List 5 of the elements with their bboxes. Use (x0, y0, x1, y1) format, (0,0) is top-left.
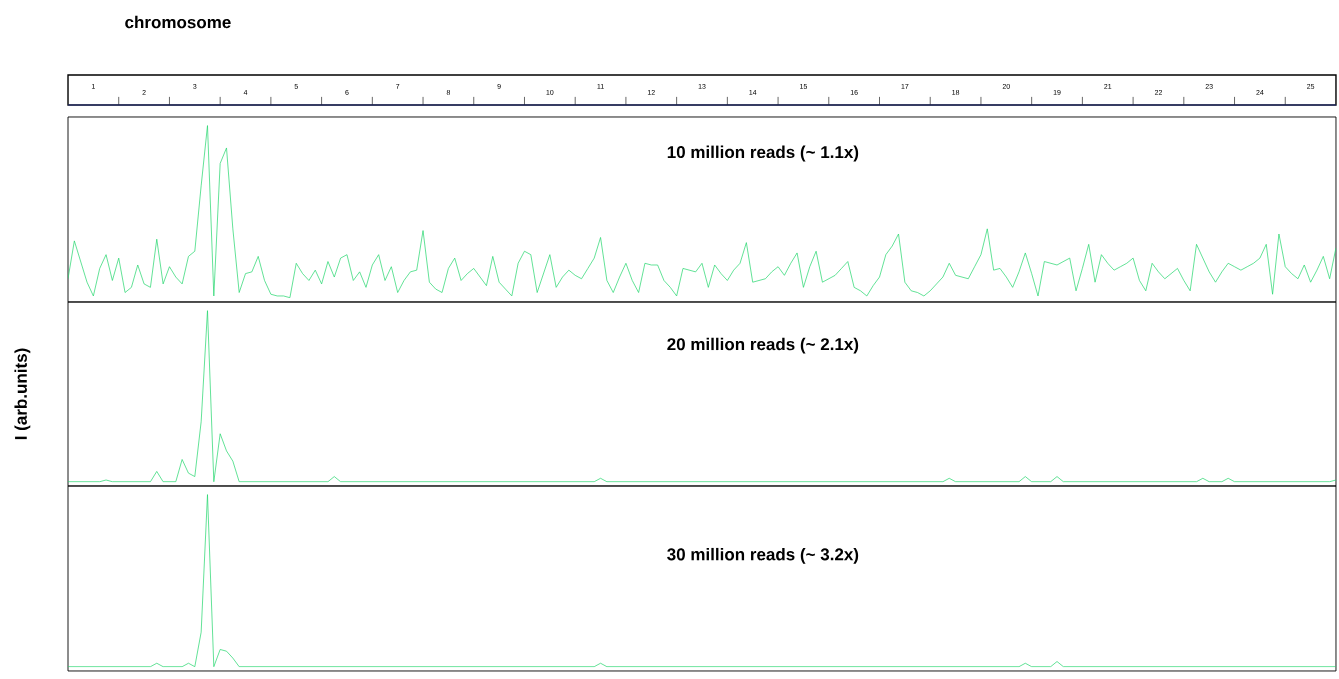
text: 20 million reads (~ 2.1x) (667, 337, 859, 354)
text: 30 million reads (~ 3.2x) (667, 547, 859, 564)
text: chromosome (125, 15, 231, 29)
y-axis-title: I (arb.units) (14, 348, 31, 440)
text: 10 million reads (~ 1.1x) (667, 145, 859, 162)
